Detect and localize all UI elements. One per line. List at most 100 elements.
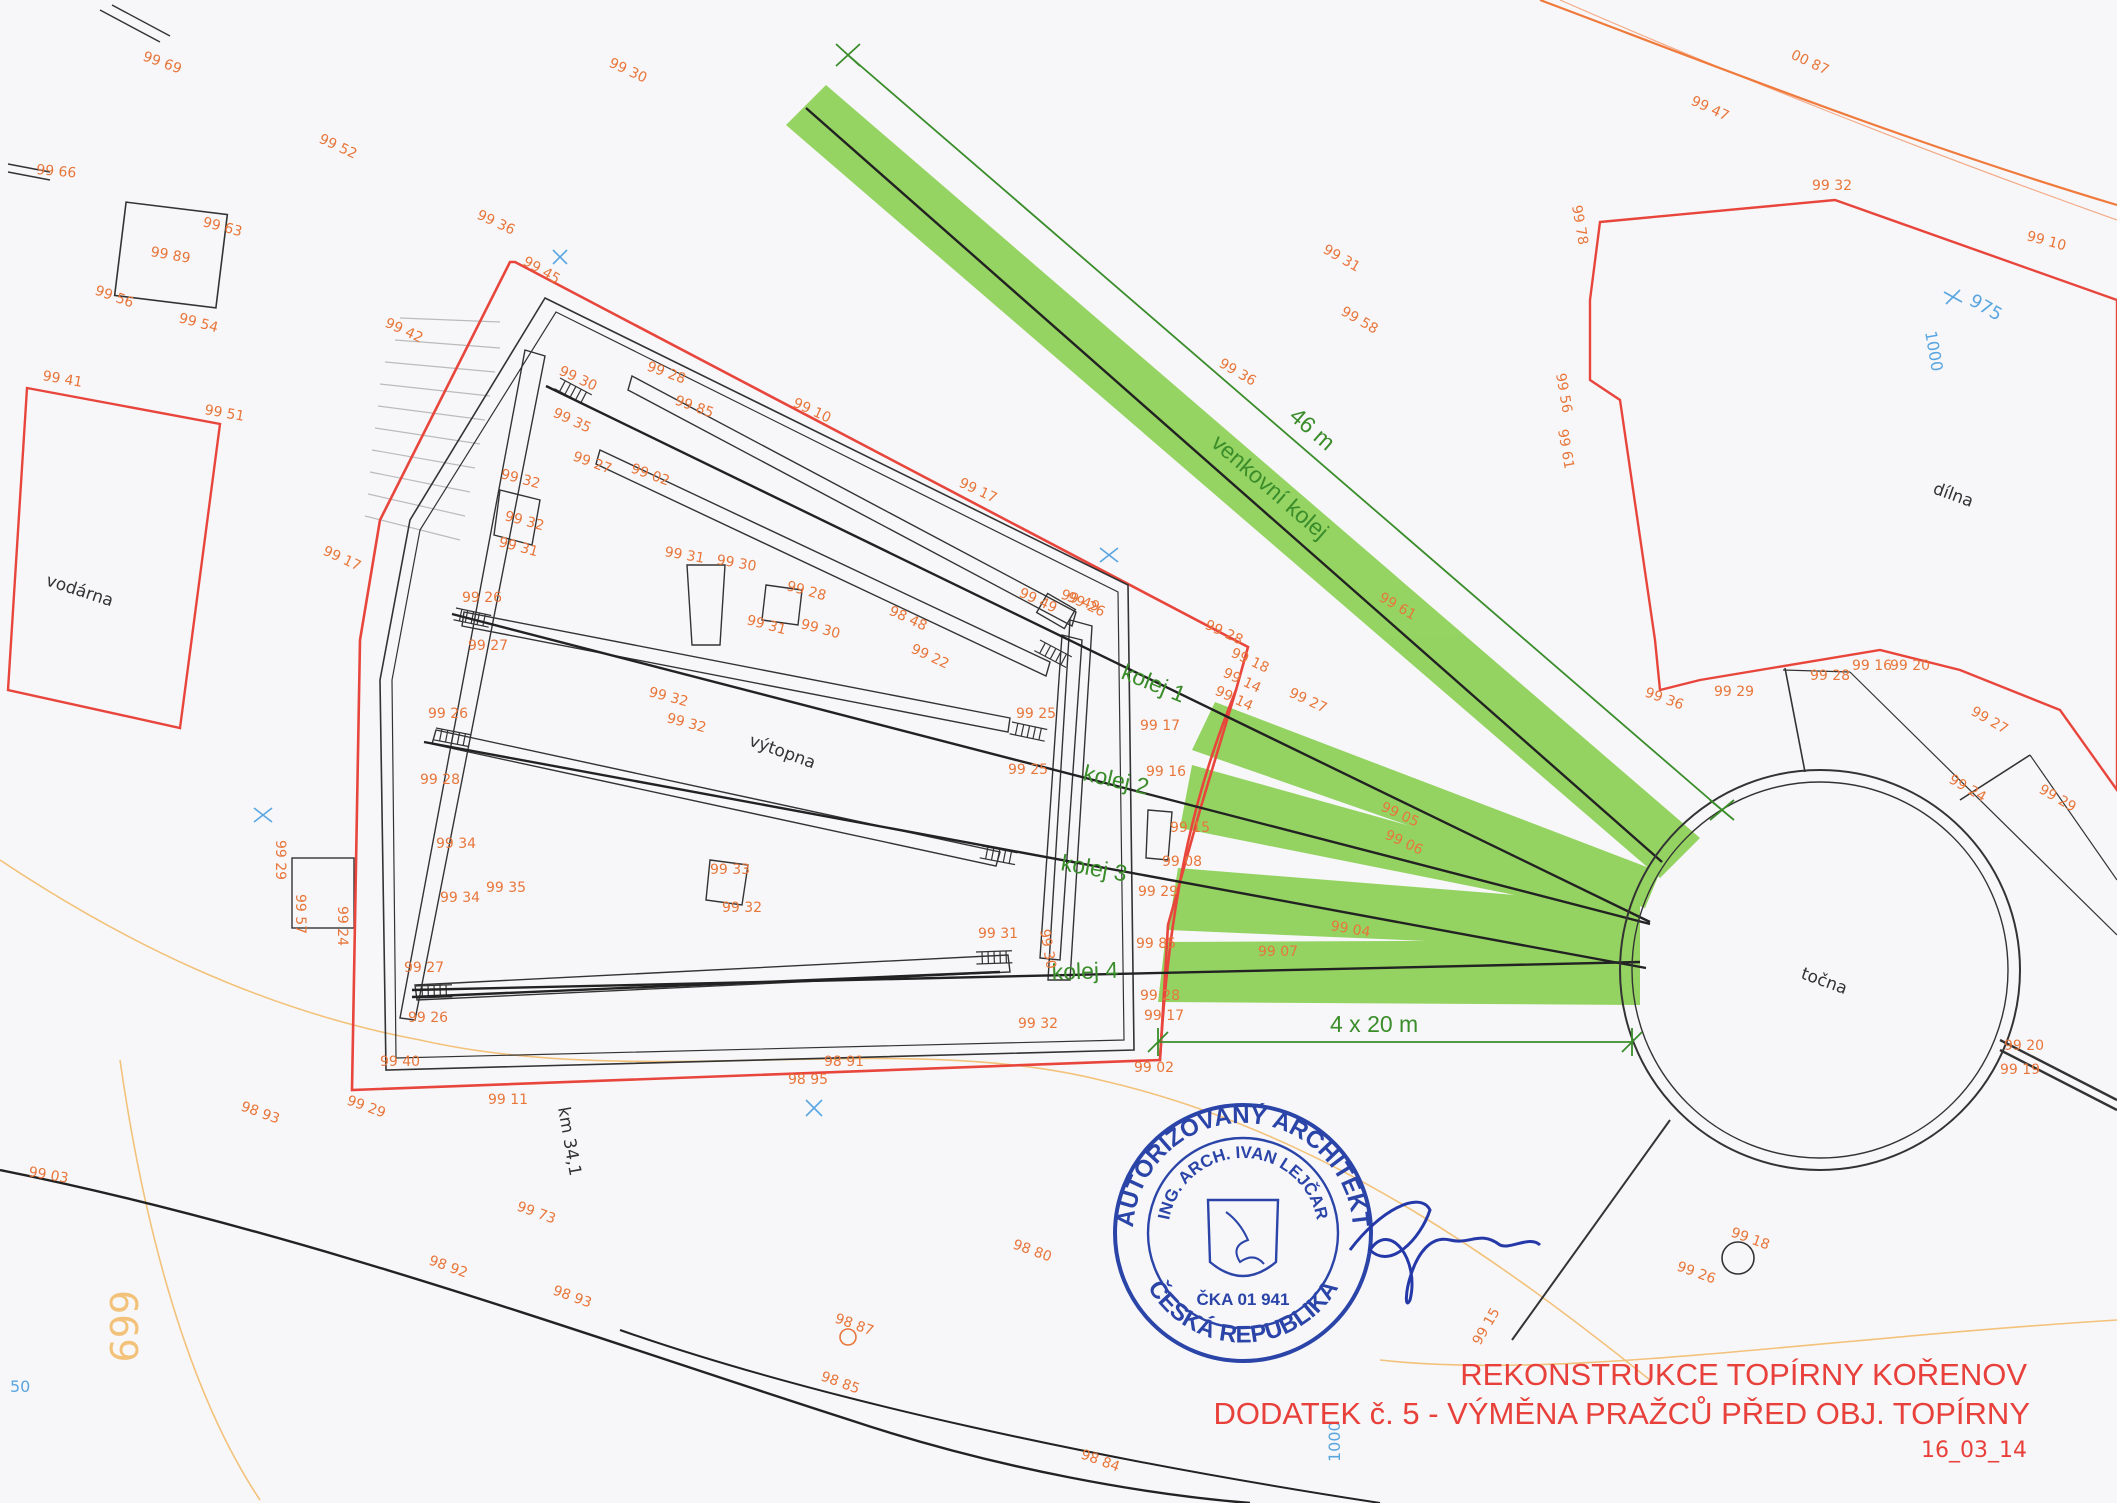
spot-height: 99 02 (629, 461, 672, 490)
label-kolej4: kolej 4 (1051, 957, 1119, 985)
spot-height: 99 28 (1810, 668, 1850, 684)
spot-height: 99 04 (1329, 918, 1371, 941)
building-dilna (1588, 198, 2117, 793)
roundhouse-inner-outline (379, 296, 1135, 1071)
spot-height: 99 28 (1202, 617, 1245, 648)
spot-height: 99 16 (1852, 658, 1892, 674)
spot-height: 99 29 (1714, 684, 1754, 700)
spot-height: 99 25 (1008, 762, 1048, 778)
green-band-kolej3 (1168, 868, 1640, 950)
spot-height: 99 24 (334, 906, 350, 946)
spot-height: 99 18 (1729, 1225, 1772, 1254)
track-kolej4 (411, 960, 1641, 992)
green-band-kolej4 (1158, 940, 1640, 1005)
track-outdoor (805, 107, 1663, 863)
spot-height: 99 34 (436, 836, 476, 852)
spot-height: 99 36 (474, 207, 517, 238)
spot-height: 99 73 (515, 1199, 558, 1228)
spot-height: 99 33 (710, 862, 750, 878)
spot-height: 99 52 (316, 131, 359, 162)
spot-height: 99 54 (177, 310, 220, 336)
label-chainage: km 34,1 (553, 1105, 585, 1177)
spot-height: 99 27 (1968, 704, 2011, 738)
spot-height: 99 32 (647, 684, 690, 710)
spot-height: 99 19 (2000, 1062, 2040, 1078)
spot-height: 99 10 (2025, 228, 2068, 254)
grid-label-1000-bottom: 1000 (1325, 1421, 1344, 1462)
well-marker (839, 1328, 857, 1346)
spot-height: 99 32 (722, 900, 762, 916)
spot-height: 99 16 (1146, 764, 1186, 780)
building-vodarna (6, 386, 222, 730)
roundhouse-front-curve (1158, 689, 1238, 1061)
railway-siding-top-b (111, 4, 171, 37)
spot-height: 99 30 (799, 616, 842, 642)
label-kolej2: kolej 2 (1081, 760, 1152, 800)
spot-height: 00 87 (1788, 47, 1831, 78)
label-dimension-46m: 46 m (1285, 402, 1341, 455)
spot-height: 98 87 (833, 1311, 876, 1340)
grid-crosses (253, 249, 1963, 1117)
roundhouse-inner-outline-2 (391, 311, 1125, 1059)
spot-height: 99 41 (41, 368, 83, 391)
spot-height: 99 31 (745, 612, 788, 638)
spot-height: 99 26 (1675, 1259, 1718, 1288)
title-line2: DODATEK č. 5 - VÝMĚNA PRAŽCŮ PŘED OBJ. T… (1214, 1395, 2031, 1431)
spot-height: 99 28 (420, 772, 460, 788)
track-kolej1 (545, 384, 1651, 924)
spot-height: 99 63 (201, 214, 244, 240)
spot-height: 98 95 (788, 1072, 828, 1088)
spot-height: 99 47 (1688, 93, 1731, 124)
spot-height: 99 85 (1136, 936, 1176, 952)
spot-height: 99 58 (1338, 304, 1381, 338)
spot-height: 99 89 (149, 244, 191, 267)
green-band-kolej2 (1180, 765, 1640, 918)
railway-siding-top (99, 9, 161, 43)
spot-height: 98 93 (239, 1099, 282, 1128)
spot-height: 99 56 (93, 283, 136, 312)
spot-height: 98 92 (427, 1253, 470, 1282)
spot-height: 99 29 (1138, 884, 1178, 900)
title-line1: REKONSTRUKCE TOPÍRNY KOŘENOV (1460, 1357, 2027, 1392)
grid-label-1000-top: 1000 (1921, 329, 1947, 372)
spot-height: 99 56 (1552, 372, 1575, 414)
spot-height: 98 48 (886, 603, 929, 634)
hatching (364, 317, 501, 541)
interior-elements (399, 349, 1173, 1021)
spot-height: 99 17 (956, 475, 999, 506)
title-date: 16_03_14 (1921, 1438, 2027, 1463)
spot-height: 99 30 (1036, 928, 1059, 970)
spot-height: 99 57 (292, 894, 308, 934)
spot-height: 99 29 (272, 840, 288, 880)
spot-height: 99 22 (908, 641, 951, 672)
spot-height: 99 27 (1286, 685, 1329, 716)
label-dilna: dílna (1930, 479, 1976, 512)
spot-height: 99 03 (27, 1164, 69, 1187)
turntable (1511, 667, 2117, 1341)
building-small-top-left (113, 201, 229, 309)
signature (1348, 1200, 1542, 1305)
grid-label-975: 975 (1966, 290, 2006, 325)
cadastral-boundary-line-2 (1559, 0, 2117, 221)
spot-height: 99 34 (440, 890, 480, 906)
track-lines (411, 107, 1663, 999)
spot-height: 99 15 (1470, 1305, 1504, 1348)
spot-height: 99 17 (1140, 718, 1180, 734)
replacement-areas (786, 85, 1700, 1005)
architect-stamp: AUTORIZOVANÝ ARCHITEKT ČESKÁ REPUBLIKA I… (1112, 1101, 1374, 1363)
spot-height: 99 20 (1890, 658, 1930, 674)
spot-height: 98 84 (1079, 1447, 1122, 1476)
spot-height: 99 31 (663, 544, 705, 567)
manhole (1721, 1241, 1755, 1275)
cadastral-boundary-line (1539, 0, 2117, 207)
spot-height: 99 26 (428, 706, 468, 722)
spot-height: 99 17 (320, 543, 363, 574)
track-kolej4-b (411, 970, 1001, 999)
spot-height: 99 51 (203, 402, 245, 425)
spot-height: 98 80 (1011, 1237, 1054, 1266)
spot-height: 99 29 (345, 1093, 388, 1122)
spot-height: 98 91 (824, 1054, 864, 1070)
spot-height: 99 28 (645, 359, 688, 388)
spot-height: 99 08 (1162, 854, 1202, 870)
spot-height: 99 25 (1016, 706, 1056, 722)
